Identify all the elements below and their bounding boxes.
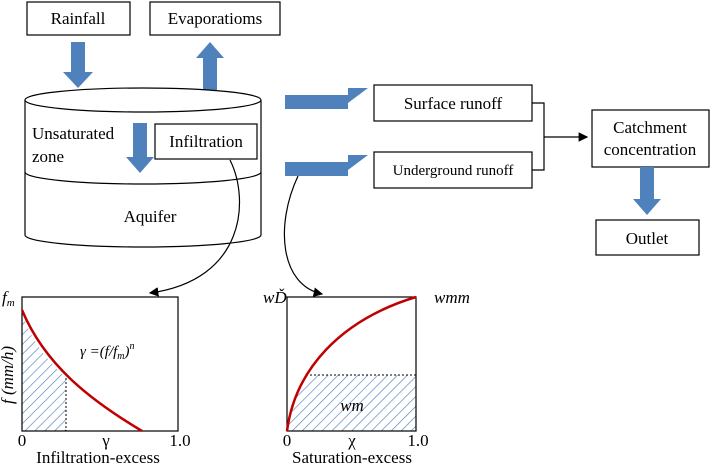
fm-label: fm	[2, 288, 15, 309]
infiltration-y-axis-label: f (mm/h)	[0, 346, 17, 404]
saturation-xmid: χ	[347, 431, 356, 450]
infiltration-x1: 1.0	[169, 431, 190, 450]
surface-runoff-arrow	[285, 88, 368, 109]
pointer-to-saturation-plot	[283, 175, 324, 297]
saturation-excess-plot: wĎ wmm wm 0 χ 1.0 Saturation-excess	[263, 288, 470, 465]
outlet-arrow	[633, 167, 661, 215]
saturation-plot-frame	[286, 296, 417, 432]
underground-runoff-label: Underground runoff	[393, 163, 514, 179]
saturation-caption: Saturation-excess	[292, 448, 412, 465]
unsaturated-zone-label-1: Unsaturated	[32, 124, 115, 143]
infiltration-x0: 0	[18, 431, 27, 450]
catchment-label-1: Catchment	[613, 118, 687, 137]
infiltration-label: Infiltration	[169, 132, 243, 151]
infiltration-arrow	[126, 123, 154, 173]
infiltration-xmid: γ	[101, 431, 110, 450]
saturation-x1: 1.0	[407, 431, 428, 450]
catchment-concentration-box: Catchment concentration	[591, 109, 710, 168]
surface-runoff-box: Surface runoff	[373, 84, 533, 122]
saturation-hatch-area	[287, 375, 416, 431]
evaporation-arrow	[196, 42, 224, 92]
saturation-curve	[285, 295, 417, 432]
evaporation-label: Evaporatioms	[168, 9, 262, 28]
rainfall-arrow	[63, 42, 93, 88]
rainfall-label: Rainfall	[51, 9, 106, 28]
infiltration-curve	[20, 309, 143, 433]
outlet-box: Outlet	[595, 219, 700, 256]
infiltration-box: Infiltration	[154, 123, 258, 160]
runoff-connector	[532, 102, 589, 171]
wm-area-label: wm	[340, 396, 364, 415]
pointer-to-infiltration-plot	[148, 159, 241, 297]
infiltration-hatch-area	[22, 310, 66, 431]
rainfall-box: Rainfall	[26, 1, 131, 36]
infiltration-equation: γ =(f/fm)n	[80, 341, 135, 362]
infiltration-plot-frame	[21, 296, 179, 432]
surface-runoff-label: Surface runoff	[404, 94, 503, 113]
aquifer-label: Aquifer	[124, 207, 177, 226]
wm-max-label: wĎ	[263, 288, 287, 307]
wmm-label: wmm	[434, 288, 470, 307]
outlet-label: Outlet	[626, 229, 669, 248]
catchment-label-2: concentration	[604, 140, 697, 159]
unsaturated-zone-label-2: zone	[32, 147, 64, 166]
underground-runoff-arrow	[285, 155, 368, 176]
infiltration-excess-plot: fm f (mm/h) γ =(f/fm)n 0 γ 1.0 Infiltrat…	[0, 288, 191, 465]
evaporation-box: Evaporatioms	[149, 1, 281, 36]
saturation-x0: 0	[283, 431, 292, 450]
infiltration-caption: Infiltration-excess	[36, 448, 160, 465]
underground-runoff-box: Underground runoff	[373, 151, 533, 189]
